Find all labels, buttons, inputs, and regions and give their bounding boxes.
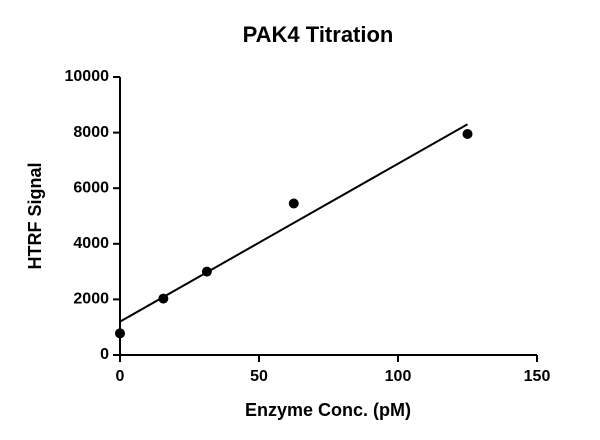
- y-tick-label: 0: [100, 346, 109, 363]
- x-tick-label: 100: [385, 368, 412, 385]
- data-point: [288, 198, 299, 209]
- y-tick-label: 2000: [73, 291, 109, 308]
- y-tick-label: 4000: [73, 235, 109, 252]
- y-tick-label: 6000: [73, 179, 109, 196]
- x-axis-label: Enzyme Conc. (pM): [245, 400, 411, 420]
- fit-line: [119, 123, 468, 323]
- y-tick-label: 10000: [65, 68, 110, 85]
- x-tick-label: 150: [524, 368, 551, 385]
- y-tick-label: 8000: [73, 124, 109, 141]
- data-point: [115, 328, 125, 339]
- y-axis-label: HTRF Signal: [25, 163, 45, 270]
- x-tick-label: 0: [116, 368, 125, 385]
- data-point: [462, 128, 473, 139]
- x-tick-label: 50: [250, 368, 268, 385]
- chart-title: PAK4 Titration: [243, 22, 394, 47]
